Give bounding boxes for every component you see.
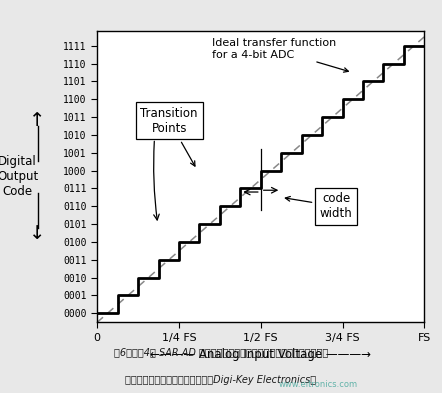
Text: ↓: ↓	[29, 224, 46, 243]
X-axis label: ←——— Analog Input Voltage ———→: ←——— Analog Input Voltage ———→	[150, 348, 371, 361]
Text: www.eitronics.com: www.eitronics.com	[278, 380, 358, 389]
Text: Digital
Output
Code: Digital Output Code	[0, 155, 38, 198]
Text: Transition
Points: Transition Points	[141, 107, 198, 166]
Text: 图6：理想4位 SAR AD 的传达函数或数字输出代码与模拟输入电压的关系: 图6：理想4位 SAR AD 的传达函数或数字输出代码与模拟输入电压的关系	[114, 348, 328, 358]
Text: 图，应为一条直线。（图片来源：Digi-Key Electronics）: 图，应为一条直线。（图片来源：Digi-Key Electronics）	[126, 375, 316, 385]
Text: ↑: ↑	[29, 111, 46, 130]
Text: code
width: code width	[286, 192, 352, 220]
Text: Ideal transfer function
for a 4-bit ADC: Ideal transfer function for a 4-bit ADC	[212, 39, 348, 72]
